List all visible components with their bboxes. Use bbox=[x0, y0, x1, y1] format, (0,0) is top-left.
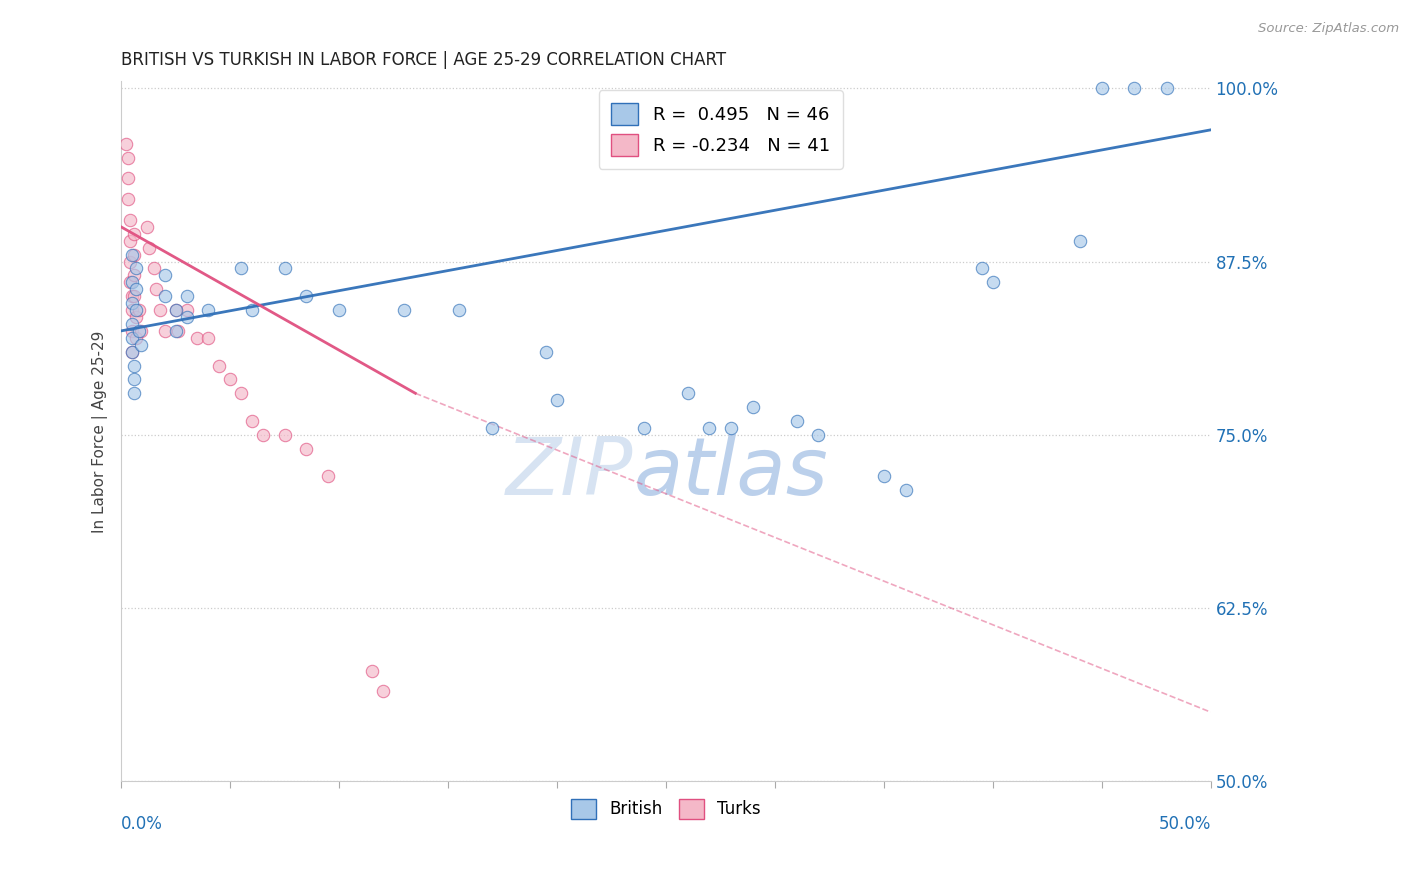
Point bbox=[121, 331, 143, 345]
Point bbox=[121, 276, 143, 290]
Point bbox=[273, 428, 295, 442]
Point bbox=[534, 344, 557, 359]
Point bbox=[240, 414, 263, 428]
Point bbox=[676, 386, 699, 401]
Point bbox=[229, 261, 252, 276]
Point bbox=[121, 296, 143, 310]
Point bbox=[970, 261, 993, 276]
Point bbox=[125, 331, 148, 345]
Point bbox=[122, 359, 145, 373]
Point bbox=[118, 254, 141, 268]
Point bbox=[122, 247, 145, 261]
Point bbox=[122, 268, 145, 283]
Point bbox=[125, 261, 148, 276]
Point bbox=[118, 276, 141, 290]
Point bbox=[128, 303, 150, 318]
Point bbox=[121, 247, 143, 261]
Point bbox=[807, 428, 830, 442]
Point bbox=[117, 151, 139, 165]
Point bbox=[122, 372, 145, 386]
Point bbox=[481, 421, 503, 435]
Point bbox=[117, 192, 139, 206]
Point bbox=[394, 303, 416, 318]
Point bbox=[138, 241, 160, 255]
Point bbox=[316, 469, 339, 483]
Point bbox=[118, 213, 141, 227]
Point bbox=[122, 386, 145, 401]
Point bbox=[197, 303, 219, 318]
Text: 50.0%: 50.0% bbox=[1159, 815, 1211, 833]
Point bbox=[165, 303, 187, 318]
Point bbox=[153, 268, 176, 283]
Legend: British, Turks: British, Turks bbox=[564, 792, 768, 826]
Point bbox=[295, 289, 318, 303]
Point bbox=[208, 359, 231, 373]
Point bbox=[145, 282, 167, 296]
Point bbox=[153, 324, 176, 338]
Text: atlas: atlas bbox=[633, 434, 828, 512]
Point bbox=[153, 289, 176, 303]
Point bbox=[117, 171, 139, 186]
Point bbox=[122, 289, 145, 303]
Point bbox=[328, 303, 350, 318]
Point bbox=[252, 428, 274, 442]
Point bbox=[129, 337, 152, 351]
Point bbox=[186, 331, 208, 345]
Point bbox=[873, 469, 896, 483]
Point bbox=[699, 421, 721, 435]
Point bbox=[197, 331, 219, 345]
Point bbox=[129, 324, 152, 338]
Point bbox=[121, 324, 143, 338]
Point bbox=[981, 276, 1004, 290]
Point bbox=[219, 372, 242, 386]
Point bbox=[121, 303, 143, 318]
Point bbox=[114, 136, 136, 151]
Point bbox=[176, 310, 198, 324]
Point bbox=[1091, 81, 1114, 95]
Text: BRITISH VS TURKISH IN LABOR FORCE | AGE 25-29 CORRELATION CHART: BRITISH VS TURKISH IN LABOR FORCE | AGE … bbox=[121, 51, 727, 69]
Point bbox=[742, 400, 765, 414]
Point bbox=[229, 386, 252, 401]
Point bbox=[125, 282, 148, 296]
Point bbox=[149, 303, 172, 318]
Point bbox=[371, 684, 394, 698]
Text: 0.0%: 0.0% bbox=[121, 815, 163, 833]
Point bbox=[136, 219, 159, 234]
Point bbox=[121, 344, 143, 359]
Point bbox=[176, 303, 198, 318]
Text: ZIP: ZIP bbox=[506, 434, 633, 512]
Point bbox=[1069, 234, 1091, 248]
Point bbox=[122, 227, 145, 241]
Point bbox=[176, 289, 198, 303]
Point bbox=[128, 324, 150, 338]
Point bbox=[633, 421, 655, 435]
Point bbox=[295, 442, 318, 456]
Point bbox=[240, 303, 263, 318]
Point bbox=[118, 234, 141, 248]
Point bbox=[1156, 81, 1178, 95]
Point bbox=[121, 344, 143, 359]
Point bbox=[786, 414, 808, 428]
Point bbox=[121, 289, 143, 303]
Point bbox=[121, 317, 143, 331]
Y-axis label: In Labor Force | Age 25-29: In Labor Force | Age 25-29 bbox=[93, 330, 108, 533]
Point bbox=[1123, 81, 1146, 95]
Point bbox=[360, 664, 382, 678]
Point bbox=[142, 261, 165, 276]
Point bbox=[125, 310, 148, 324]
Point bbox=[165, 324, 187, 338]
Point bbox=[166, 324, 188, 338]
Point bbox=[720, 421, 742, 435]
Point bbox=[125, 303, 148, 318]
Point bbox=[447, 303, 470, 318]
Point bbox=[165, 303, 187, 318]
Text: Source: ZipAtlas.com: Source: ZipAtlas.com bbox=[1258, 22, 1399, 36]
Point bbox=[273, 261, 295, 276]
Point bbox=[546, 393, 568, 408]
Point bbox=[894, 483, 917, 498]
